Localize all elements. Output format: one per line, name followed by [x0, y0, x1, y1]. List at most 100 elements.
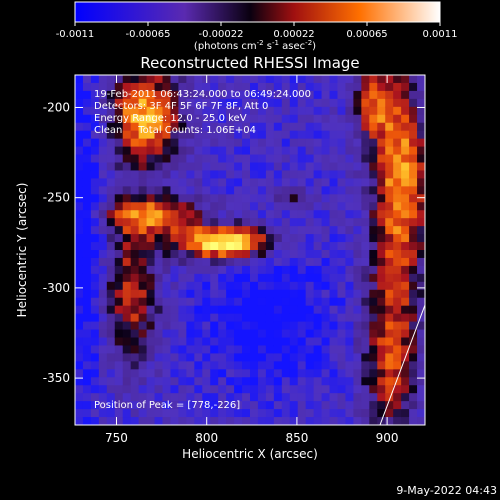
heatmap-cell: [154, 297, 164, 307]
heatmap-cell: [361, 186, 370, 195]
heatmap-cell: [210, 361, 219, 370]
heatmap-cell: [265, 273, 275, 283]
heatmap-cell: [369, 329, 378, 339]
heatmap-cell: [313, 122, 323, 132]
heatmap-cell: [305, 289, 315, 299]
heatmap-cell: [75, 393, 84, 402]
heatmap-cell: [106, 202, 116, 211]
heatmap-cell: [250, 313, 259, 323]
heatmap-cell: [377, 337, 386, 347]
heatmap-cell: [257, 90, 267, 100]
heatmap-cell: [361, 361, 370, 370]
heatmap-cell: [409, 265, 418, 275]
heatmap-cell: [178, 122, 187, 132]
heatmap-cell: [106, 337, 116, 347]
heatmap-cell: [218, 114, 227, 124]
heatmap-cell: [337, 146, 347, 156]
heatmap-cell: [138, 257, 148, 267]
heatmap-cell: [250, 202, 259, 211]
heatmap-cell: [369, 265, 378, 275]
heatmap-cell: [281, 122, 291, 132]
heatmap-cell: [257, 106, 267, 116]
heatmap-cell: [345, 210, 354, 219]
heatmap-cell: [122, 265, 132, 275]
colorbar-unit-sup1: -2: [257, 39, 264, 47]
x-tick-label: 750: [105, 431, 128, 445]
heatmap-cell: [273, 138, 283, 148]
heatmap-cell: [417, 90, 425, 100]
heatmap-cell: [130, 321, 140, 331]
heatmap-cell: [377, 329, 386, 339]
heatmap-cell: [170, 417, 179, 425]
heatmap-cell: [377, 401, 386, 410]
heatmap-cell: [305, 361, 315, 370]
heatmap-cell: [210, 106, 219, 116]
heatmap-cell: [329, 146, 339, 156]
heatmap-cell: [377, 281, 386, 291]
heatmap-cell: [98, 186, 108, 195]
heatmap-cell: [329, 369, 339, 378]
heatmap-cell: [265, 313, 275, 323]
heatmap-cell: [210, 329, 219, 339]
heatmap-cell: [75, 242, 84, 251]
heatmap-cell: [329, 393, 339, 402]
heatmap-cell: [289, 345, 299, 354]
heatmap-cell: [242, 98, 251, 108]
heatmap-cell: [210, 313, 219, 323]
heatmap-cell: [393, 98, 402, 108]
heatmap-cell: [257, 242, 267, 251]
heatmap-cell: [242, 329, 251, 339]
heatmap-cell: [98, 146, 108, 156]
heatmap-cell: [178, 313, 187, 323]
heatmap-cell: [369, 361, 378, 370]
heatmap-cell: [297, 289, 307, 299]
heatmap-cell: [218, 377, 227, 386]
heatmap-cell: [250, 305, 259, 315]
heatmap-cell: [257, 178, 267, 187]
heatmap-image: [75, 75, 425, 425]
heatmap-cell: [162, 122, 172, 132]
heatmap-cell: [202, 138, 211, 148]
heatmap-cell: [417, 321, 425, 331]
heatmap-cell: [369, 154, 378, 164]
heatmap-cell: [234, 281, 243, 291]
heatmap-cell: [130, 106, 140, 116]
heatmap-cell: [250, 226, 259, 235]
heatmap-cell: [202, 257, 211, 267]
heatmap-cell: [186, 313, 195, 323]
heatmap-cell: [194, 305, 203, 315]
heatmap-cell: [273, 186, 283, 195]
heatmap-cell: [313, 409, 323, 418]
heatmap-cell: [361, 281, 370, 291]
heatmap-cell: [98, 210, 108, 219]
heatmap-cell: [82, 75, 92, 84]
heatmap-cell: [313, 250, 323, 259]
heatmap-cell: [289, 369, 299, 378]
heatmap-cell: [98, 273, 108, 283]
heatmap-cell: [273, 154, 283, 164]
heatmap-cell: [329, 297, 339, 307]
heatmap-cell: [234, 138, 243, 148]
heatmap-cell: [393, 82, 402, 92]
heatmap-cell: [226, 361, 235, 370]
heatmap-cell: [361, 138, 370, 148]
heatmap-cell: [114, 401, 124, 410]
heatmap-cell: [250, 242, 259, 251]
heatmap-cell: [75, 305, 84, 315]
heatmap-cell: [337, 361, 347, 370]
y-tick-label: -350: [43, 371, 70, 385]
heatmap-cell: [345, 361, 354, 370]
heatmap-cell: [297, 257, 307, 267]
heatmap-cell: [75, 194, 84, 203]
heatmap-cell: [401, 138, 410, 148]
heatmap-cell: [75, 250, 84, 259]
heatmap-cell: [82, 313, 92, 323]
heatmap-cell: [337, 106, 347, 116]
heatmap-cell: [138, 369, 148, 378]
heatmap-cell: [202, 82, 211, 92]
heatmap-cell: [226, 313, 235, 323]
heatmap-cell: [202, 281, 211, 291]
heatmap-cell: [170, 321, 179, 331]
heatmap-cell: [114, 82, 124, 92]
heatmap-cell: [369, 401, 378, 410]
